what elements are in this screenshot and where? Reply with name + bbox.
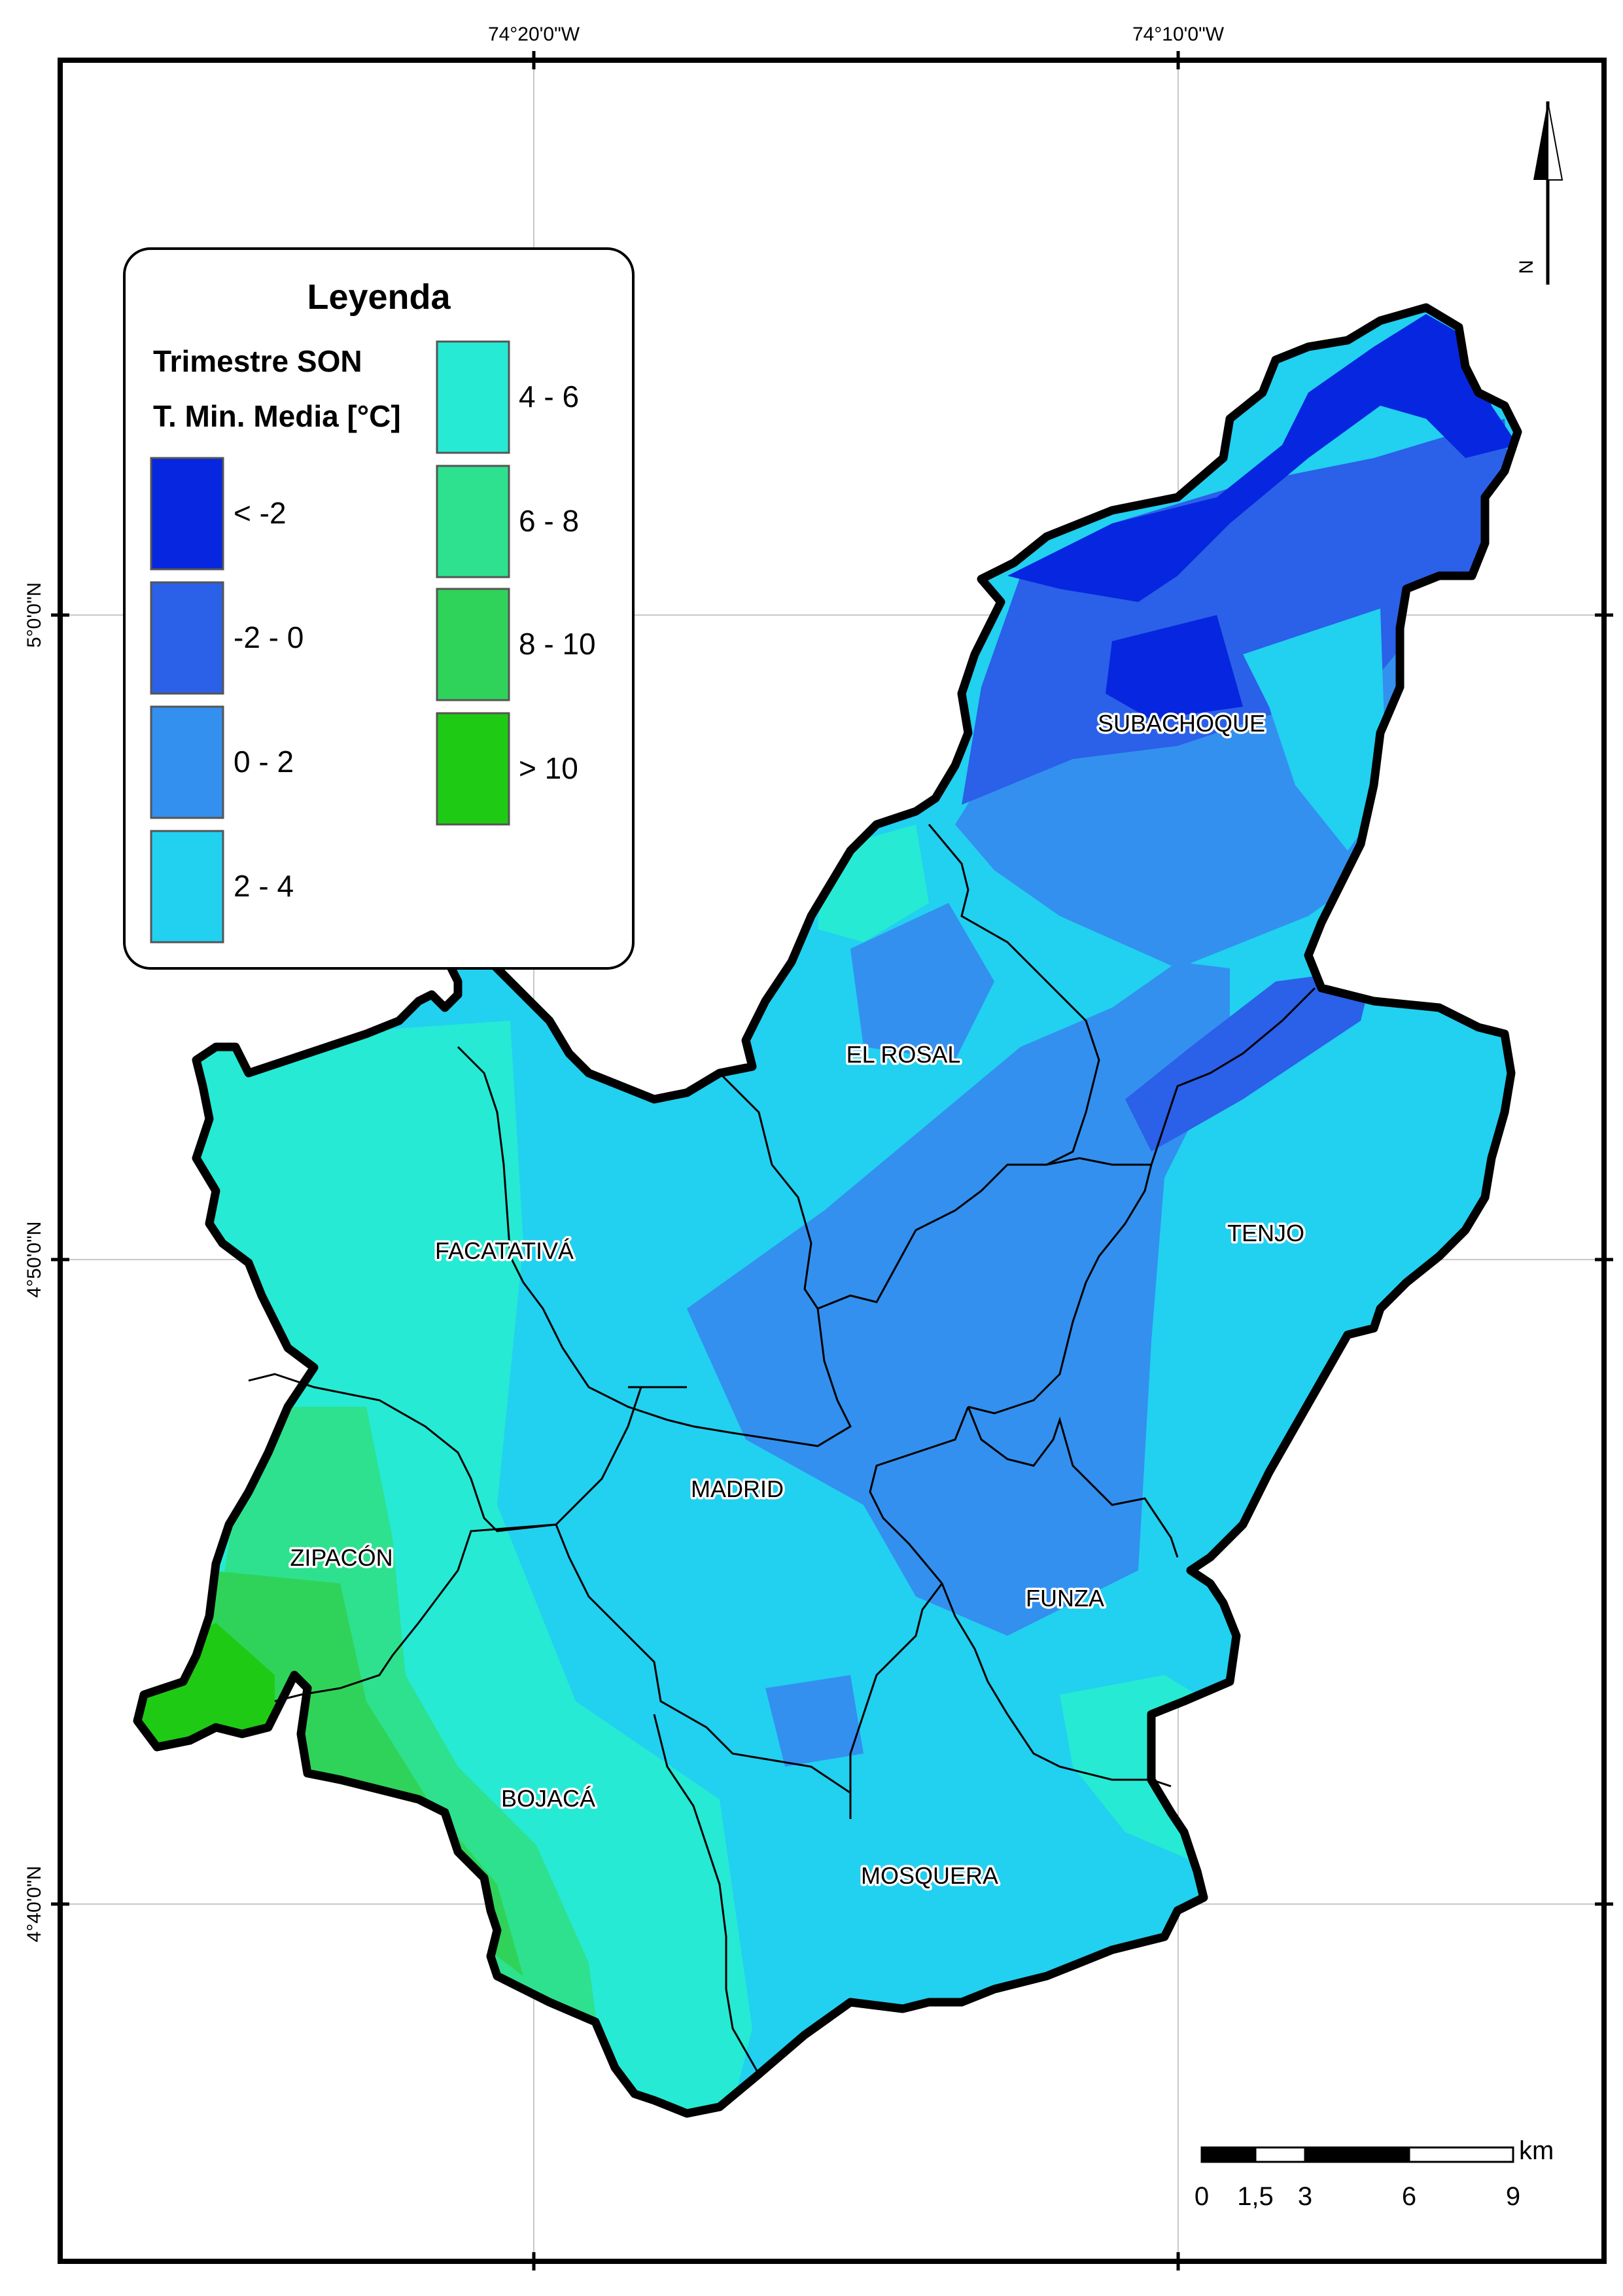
legend-swatch — [150, 581, 224, 695]
scale-tick-4: 9 — [1506, 2182, 1520, 2211]
north-label: N — [1516, 260, 1537, 274]
label-subachoque: SUBACHOQUE — [1098, 710, 1265, 737]
label-el-rosal: EL ROSAL — [846, 1041, 961, 1068]
lon-label-right: 74°10'0"W — [1132, 24, 1225, 45]
map-frame — [58, 58, 1607, 2264]
graticule-ticks — [51, 51, 1613, 2270]
label-facatativa: FACATATIVÁ — [435, 1237, 574, 1264]
legend-label: -2 - 0 — [234, 620, 304, 654]
scale-bar: km 0 1,5 3 6 9 — [1195, 2136, 1554, 2211]
municipal-boundaries — [248, 824, 1316, 2075]
lat-label-mid: 4°50'0"N — [24, 1222, 45, 1298]
legend-label: 4 - 6 — [519, 380, 579, 414]
legend-subtitle-period: Trimestre SON — [153, 344, 362, 378]
legend-title: Leyenda — [307, 277, 451, 317]
scale-unit: km — [1519, 2136, 1554, 2165]
legend-swatch — [150, 830, 224, 944]
legend-swatch — [150, 457, 224, 571]
legend-swatch — [150, 705, 224, 819]
legend: Leyenda Trimestre SON T. Min. Media [°C]… — [123, 247, 635, 970]
label-zipacon: ZIPACÓN — [290, 1544, 393, 1571]
legend-label: 2 - 4 — [234, 869, 294, 903]
scale-tick-2: 3 — [1298, 2182, 1312, 2211]
label-tenjo: TENJO — [1227, 1220, 1304, 1246]
legend-label: 8 - 10 — [519, 627, 596, 661]
north-arrow: N — [1516, 101, 1563, 285]
label-bojaca: BOJACÁ — [501, 1785, 595, 1812]
label-madrid: MADRID — [691, 1475, 784, 1502]
legend-swatch — [436, 340, 510, 454]
legend-swatch — [436, 588, 510, 701]
legend-label: 6 - 8 — [519, 504, 579, 538]
legend-label: 0 - 2 — [234, 745, 294, 779]
legend-label: > 10 — [519, 751, 578, 785]
legend-swatch — [436, 712, 510, 826]
lon-label-left: 74°20'0"W — [488, 24, 580, 45]
legend-subtitle-variable: T. Min. Media [°C] — [153, 399, 401, 433]
scale-tick-1: 1,5 — [1237, 2182, 1274, 2211]
scale-tick-3: 6 — [1402, 2182, 1416, 2211]
legend-items: < -2 -2 - 0 0 - 2 2 - 4 4 - 6 6 - 8 8 - 10 > 10 — [150, 340, 596, 944]
label-funza: FUNZA — [1026, 1585, 1104, 1612]
legend-swatch — [436, 465, 510, 578]
lat-label-top: 5°0'0"N — [24, 582, 45, 648]
label-mosquera: MOSQUERA — [861, 1862, 998, 1889]
scale-tick-0: 0 — [1195, 2182, 1209, 2211]
legend-label: < -2 — [234, 496, 287, 530]
lat-label-bottom: 4°40'0"N — [24, 1866, 45, 1943]
